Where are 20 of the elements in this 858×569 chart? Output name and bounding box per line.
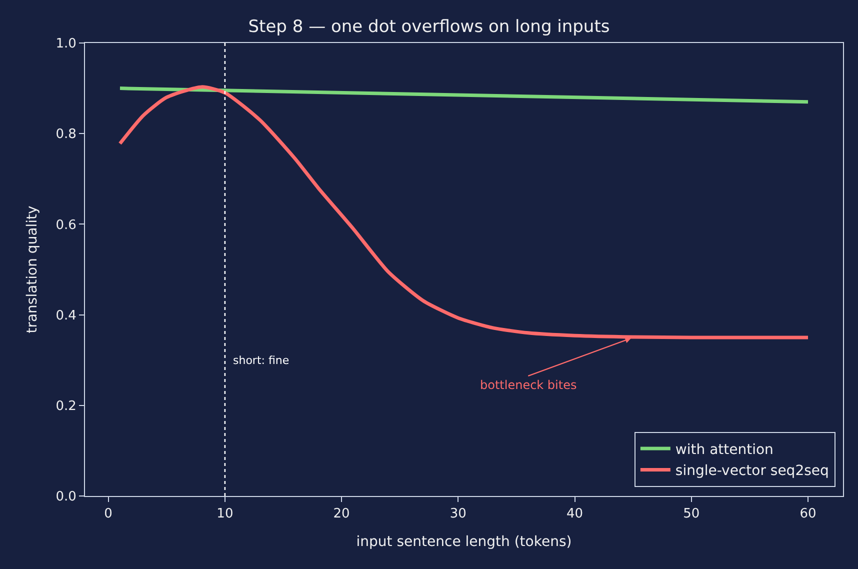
y-axis-title: translation quality: [24, 206, 40, 334]
x-tick-label: 50: [683, 506, 700, 522]
legend-label: with attention: [675, 442, 774, 458]
x-tick-label: 60: [800, 506, 816, 522]
x-tick-label: 20: [333, 506, 350, 522]
x-tick-label: 40: [566, 506, 584, 522]
x-tick-label: 30: [450, 506, 466, 522]
y-tick-label: 0.6: [56, 218, 76, 233]
annotation: bottleneck bites: [480, 378, 577, 392]
x-tick-label: 10: [216, 506, 234, 522]
y-tick-label: 0.8: [56, 127, 76, 142]
y-tick-label: 0.2: [56, 398, 76, 414]
chart-title: Step 8 — one dot overflows on long inputs: [248, 16, 610, 37]
x-tick-label: 0: [104, 506, 112, 522]
y-tick-label: 0.0: [56, 490, 76, 505]
y-tick-label: 1.0: [56, 36, 76, 52]
ref-line-label: short: fine: [233, 354, 290, 367]
legend-label: single-vector seq2seq: [675, 463, 829, 480]
x-axis-title: input sentence length (tokens): [356, 534, 572, 550]
y-tick-label: 0.4: [56, 308, 76, 324]
